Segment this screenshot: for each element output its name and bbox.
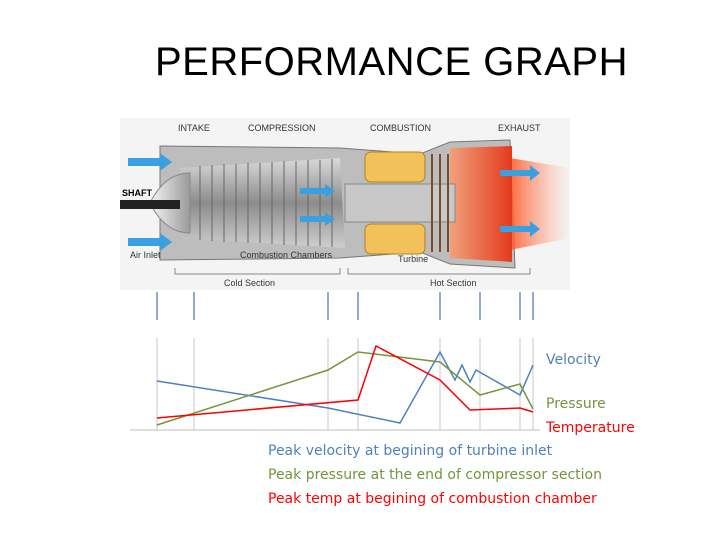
velocity-line bbox=[156, 350, 534, 424]
hot-section-label: Hot Section bbox=[430, 278, 477, 288]
pressure-line bbox=[156, 351, 534, 426]
slide-title: PERFORMANCE GRAPH bbox=[155, 40, 628, 84]
intake-label: INTAKE bbox=[178, 123, 210, 133]
turbine-label: Turbine bbox=[398, 254, 428, 264]
jet-engine-diagram: INTAKE COMPRESSION COMBUSTION EXHAUST SH… bbox=[120, 118, 570, 290]
note-pressure: Peak pressure at the end of compressor s… bbox=[268, 467, 602, 483]
compression-label: COMPRESSION bbox=[248, 123, 316, 133]
temperature-line bbox=[156, 344, 534, 419]
combustion-label: COMBUSTION bbox=[370, 123, 431, 133]
grid-lines bbox=[156, 338, 534, 430]
compressor-blades bbox=[199, 159, 333, 247]
legend-velocity: Velocity bbox=[546, 352, 601, 368]
turbine-shaft-core bbox=[344, 183, 456, 223]
hot-section bbox=[450, 146, 512, 262]
note-temperature: Peak temp at begining of combustion cham… bbox=[268, 491, 597, 507]
note-velocity: Peak velocity at begining of turbine inl… bbox=[268, 443, 553, 459]
airflow-arrows bbox=[128, 153, 540, 251]
shaft-label: SHAFT bbox=[122, 188, 152, 198]
upper-combustion-chamber bbox=[364, 151, 426, 183]
legend-temperature: Temperature bbox=[546, 420, 635, 436]
cold-section-label: Cold Section bbox=[224, 278, 275, 288]
air-inlet-label: Air Inlet bbox=[130, 250, 161, 260]
section-brackets bbox=[174, 268, 531, 275]
legend-pressure: Pressure bbox=[546, 396, 606, 412]
reference-ticks bbox=[156, 292, 534, 320]
compressor-body bbox=[180, 158, 345, 248]
exhaust-label: EXHAUST bbox=[498, 123, 541, 133]
combustion-chambers-label: Combustion Chambers bbox=[240, 250, 333, 260]
lower-combustion-chamber bbox=[364, 223, 426, 255]
shaft bbox=[120, 200, 180, 209]
turbine-stages bbox=[431, 154, 449, 252]
